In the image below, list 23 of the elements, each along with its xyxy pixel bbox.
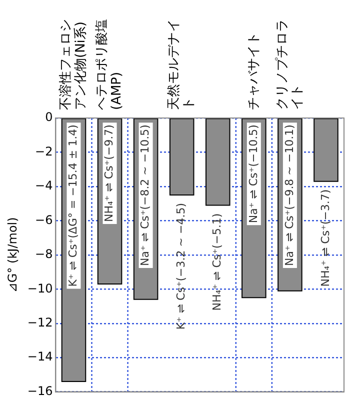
data-label: NH₄⁺ ⇌ Cs⁺(−5.1) [210,213,224,311]
y-tick-label: −8 [35,247,53,262]
y-tick-label: −10 [27,281,53,296]
y-tick-label: −12 [27,315,53,330]
data-label: Na⁺ ⇌ Cs⁺(−9.8 ~ −10.1) [282,124,296,266]
data-label: NH₄⁺ ⇌ Cs⁺(−3.7) [318,189,332,287]
data-label: NH₄⁺ ⇌ Cs⁺(−9.7) [102,124,116,222]
y-axis-title: ⊿G° (kJ/mol) [5,217,20,293]
x-tick-label: クリノプチロライト [274,19,305,110]
y-tick-label: −4 [35,178,53,193]
data-label: K⁺ ⇌ Cs⁺(−3.2 ~ −4.5) [174,203,188,330]
x-tick-label: チャバサイト [246,32,262,110]
y-tick-label: −2 [35,144,53,158]
data-label: Na⁺ ⇌ Cs⁺(−8.2 ~ −10.5) [138,124,152,266]
x-tick-label: 不溶性フェロシアン化物(Ni系) [58,19,89,110]
y-tick-label: −6 [35,212,53,227]
y-tick-label: 0 [45,110,53,124]
y-tick-label: −14 [27,350,53,364]
x-tick-label: 天然モルデナイト [166,19,197,110]
y-tick-label: −16 [27,384,53,398]
x-tick-label: ヘテロポリ酸塩(AMP) [94,19,125,110]
data-label: K⁺ ⇌ Cs⁺(ΔG° = −15.4 ± 1.4) [66,124,80,287]
data-label: Na⁺ ⇌ Cs⁺(−10.5) [246,124,260,224]
